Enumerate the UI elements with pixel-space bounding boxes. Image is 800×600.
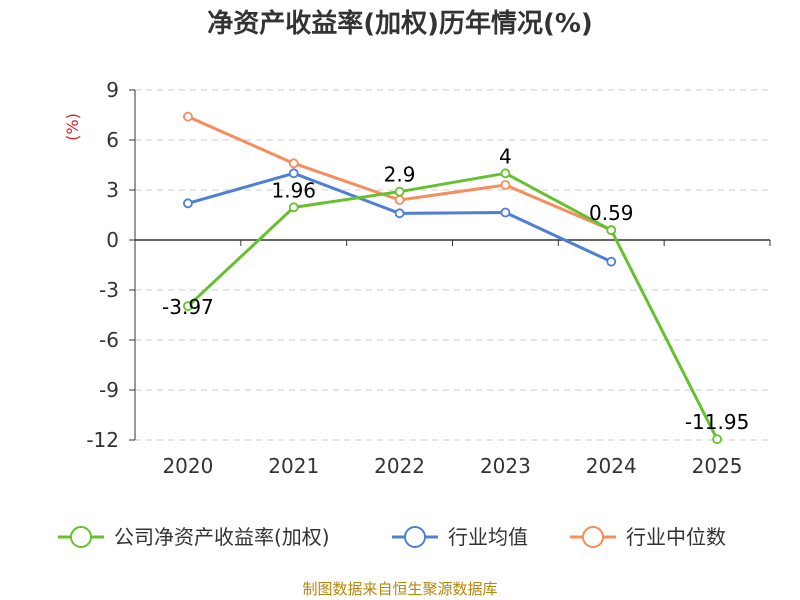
y-tick-label: -12 [86,428,119,452]
legend-item-1[interactable]: 行业均值 [392,525,528,549]
series-line-0 [186,171,719,440]
grid-lines [135,89,770,441]
data-label: 1.96 [271,178,316,202]
data-point[interactable] [288,202,299,213]
y-tick-label: 3 [106,178,119,202]
data-label: -3.97 [162,295,214,319]
legend-label: 行业中位数 [626,525,726,549]
data-labels: -3.97 1.96 2.9 4 0.59 -11.95 [162,144,749,434]
legend-swatch-marker [70,526,92,548]
data-point[interactable] [712,434,722,445]
data-point[interactable] [288,158,299,169]
data-label: 2.9 [384,163,416,187]
y-axis-unit: (%) [63,113,82,141]
source-note: 制图数据来自恒生聚源数据库 [302,580,497,598]
x-tick-label: 2024 [586,454,637,478]
data-label: 0.59 [589,201,634,225]
data-point[interactable] [500,168,511,179]
legend-label: 公司净资产收益率(加权) [114,525,330,549]
data-point[interactable] [394,186,405,197]
legend-item-0[interactable]: 公司净资产收益率(加权) [58,525,330,549]
x-axis: 2020 2021 2022 2023 2024 2025 [134,239,771,478]
legend-swatch-marker [582,526,604,548]
data-point[interactable] [606,256,617,267]
legend-swatch-marker [404,526,426,548]
y-tick-label: 0 [106,228,119,252]
x-tick-label: 2023 [480,454,531,478]
y-tick-label: -9 [99,378,119,402]
x-tick-label: 2020 [162,454,213,478]
data-label: 4 [499,144,512,168]
data-point[interactable] [183,198,193,209]
x-tick-label: 2021 [268,454,319,478]
y-tick-label: 9 [106,78,119,102]
y-tick-label: -3 [99,278,119,302]
legend-item-2[interactable]: 行业中位数 [570,525,726,549]
data-point[interactable] [500,180,511,190]
y-tick-label: -6 [99,328,119,352]
legend[interactable]: 公司净资产收益率(加权) 行业均值 行业中位数 [58,525,726,549]
data-point[interactable] [183,301,193,312]
x-tick-label: 2022 [374,454,425,478]
data-point[interactable] [288,168,299,179]
data-point[interactable] [606,225,617,236]
series-group [183,111,722,445]
x-tick-label: 2025 [692,454,743,478]
data-label: -11.95 [685,410,749,434]
data-point[interactable] [183,111,193,122]
data-point[interactable] [500,207,511,218]
data-point[interactable] [394,195,405,205]
chart-title: 净资产收益率(加权)历年情况(%) [207,8,593,39]
y-axis-ticks: 9 6 3 0 -3 -6 -9 -12 [86,78,136,452]
legend-label: 行业均值 [448,525,528,549]
y-tick-label: 6 [106,128,119,152]
data-point[interactable] [394,208,405,219]
